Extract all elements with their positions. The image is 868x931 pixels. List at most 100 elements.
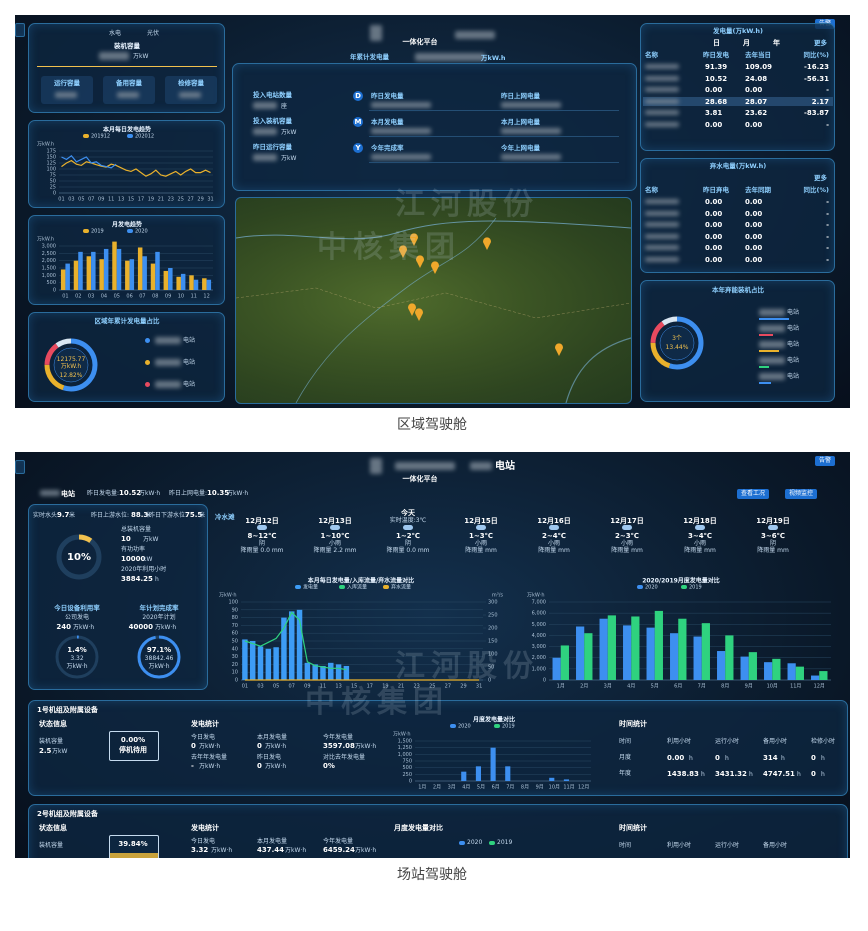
y-tick-label: 10: [232, 670, 238, 676]
period-radio[interactable]: 年: [773, 39, 780, 47]
table-cell: -: [826, 255, 829, 264]
redacted: [155, 381, 181, 388]
pin[interactable]: [415, 308, 423, 321]
gen-unit: 万kW·h: [355, 743, 377, 750]
y-tick-label: 50: [232, 639, 238, 645]
redacted: [370, 458, 382, 474]
period-radio[interactable]: 日: [713, 39, 720, 47]
mode-radio[interactable]: 水电: [109, 30, 122, 37]
table-cell: 0.00: [705, 255, 723, 264]
redacted: [501, 154, 561, 160]
table-cell: 0.00: [705, 86, 723, 95]
y2-tick-label: 200: [488, 626, 498, 632]
x-tick-label: 19: [382, 684, 388, 690]
donut-arc: [650, 316, 704, 370]
x-tick-label: 03: [88, 294, 94, 300]
chart-title: 本月每日发电趋势: [103, 126, 151, 134]
table-cell: 1438.83: [667, 770, 699, 778]
map[interactable]: [235, 197, 632, 404]
table-cell: 0.00: [705, 221, 723, 229]
y-tick-label: 250: [402, 772, 412, 778]
axis-unit: 万kW·h: [527, 593, 545, 599]
stat-unit: 万kW: [281, 129, 297, 136]
x-tick-label: 09: [304, 684, 310, 690]
pin[interactable]: [399, 245, 407, 258]
axis-unit: 万kW.h: [37, 142, 54, 148]
pin[interactable]: [483, 237, 491, 250]
x-tick-label: 11: [191, 294, 197, 300]
bar: [206, 279, 212, 290]
table-cell: 91.39: [705, 63, 728, 71]
x-tick-label: 05: [273, 684, 279, 690]
capacity-unit: 万kW: [52, 748, 68, 755]
mode-radio[interactable]: 光伏: [147, 30, 160, 37]
bar: [103, 248, 109, 290]
pin[interactable]: [410, 233, 418, 246]
weather-now: 实时温度:3℃: [389, 517, 427, 524]
more-link[interactable]: 更多: [814, 39, 827, 47]
y-tick-label: 70: [232, 623, 238, 629]
section-title: 状态信息: [39, 824, 67, 832]
table-cell: -83.87: [803, 109, 829, 118]
y-tick-label: 1,000: [398, 752, 412, 758]
bar: [86, 256, 92, 290]
table-cell: -: [826, 121, 829, 129]
time-unit: h: [781, 755, 785, 762]
bar: [137, 247, 143, 290]
river: [295, 217, 497, 403]
kpi-underline: [369, 110, 619, 111]
pin[interactable]: [431, 261, 439, 274]
pin[interactable]: [555, 343, 563, 356]
side-toggle[interactable]: [15, 23, 25, 37]
bar: [631, 616, 640, 680]
table-cell: 4747.51: [763, 770, 795, 778]
y-tick-label: 1,000: [42, 273, 56, 279]
side-toggle[interactable]: [15, 460, 25, 474]
capacity-item: 备用容量: [116, 79, 142, 87]
weather-icon: [695, 525, 705, 530]
weather-desc: 阴: [769, 540, 777, 547]
pin[interactable]: [408, 303, 416, 316]
bar: [242, 639, 248, 680]
pin[interactable]: [416, 255, 424, 268]
action-button[interactable]: 视频监控: [785, 489, 818, 499]
load-value: 39.84%: [118, 840, 148, 848]
x-tick-label: 05: [114, 294, 120, 300]
action-button[interactable]: 查看工况: [737, 489, 770, 499]
x-tick-label: 2月: [433, 785, 441, 791]
kpi-badge: [353, 91, 363, 101]
capacity-panel: 水电 光伏 装机容量 万kW 运行容量 备用容量 检修容量: [28, 23, 225, 113]
time-unit: h: [821, 755, 825, 762]
table-cell: -: [826, 221, 829, 229]
weather-desc: 小雨: [328, 540, 342, 547]
capacity-item: 检修容量: [178, 79, 204, 87]
weather-icon: [330, 525, 340, 530]
x-tick-label: 19: [148, 197, 154, 203]
share-pct: 12.82%: [59, 372, 83, 379]
x-tick-label: 21: [158, 197, 164, 203]
table-cell: 0.00: [705, 198, 723, 206]
station-name: 电站: [61, 490, 75, 498]
section-title: 年计划完成率: [139, 604, 179, 612]
donut-inner: [659, 325, 695, 361]
legend-label: 2019: [689, 585, 702, 591]
bar: [795, 666, 804, 680]
kpi-label: 今年完成率: [371, 144, 404, 152]
capacity-value: 10000: [121, 555, 146, 563]
period-radio[interactable]: 月: [743, 39, 750, 47]
x-tick-label: 5月: [651, 684, 659, 690]
time-unit: h: [725, 755, 729, 762]
column-header: 名称: [645, 51, 658, 59]
platform-title: 一体化平台: [402, 38, 438, 46]
redacted: [645, 122, 679, 127]
x-tick-label: 4月: [627, 684, 635, 690]
line: [61, 159, 211, 177]
redacted: [455, 31, 495, 39]
more-link[interactable]: 更多: [814, 174, 827, 182]
alarm-button[interactable]: 告警: [815, 456, 836, 466]
legend-swatch: [489, 841, 495, 845]
redacted: [759, 373, 785, 380]
redacted: [415, 53, 485, 61]
bar: [552, 657, 561, 680]
bar: [289, 611, 295, 680]
